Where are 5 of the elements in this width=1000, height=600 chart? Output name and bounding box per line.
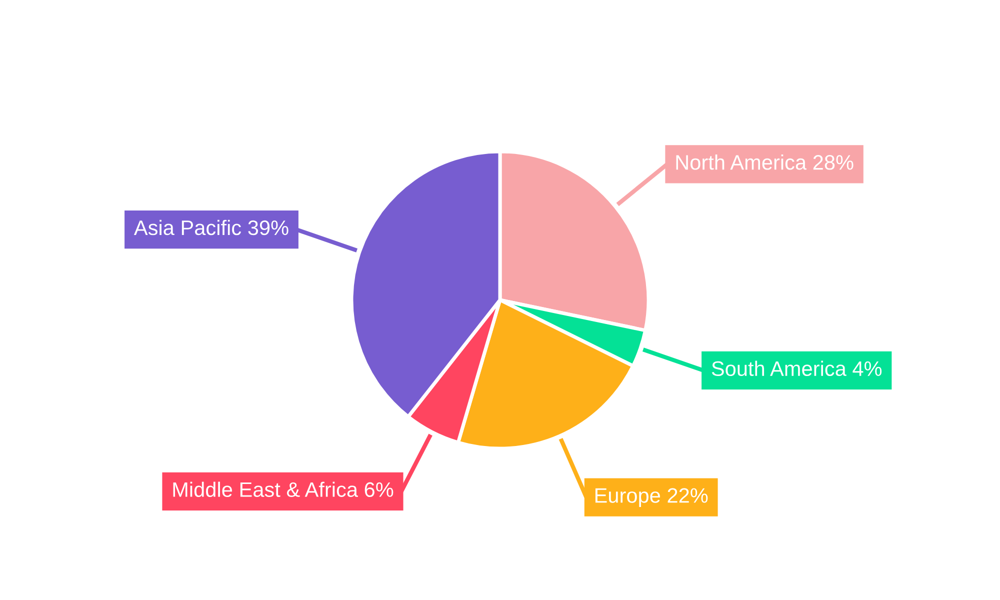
slice-label: Europe 22%: [595, 488, 708, 507]
slice-label: South America 4%: [712, 360, 882, 376]
slice-label: Asia Pacific 39%: [134, 220, 288, 236]
slice-label: North America 28%: [676, 154, 854, 170]
slice-label: Middle East & Africa 6%: [173, 482, 394, 497]
